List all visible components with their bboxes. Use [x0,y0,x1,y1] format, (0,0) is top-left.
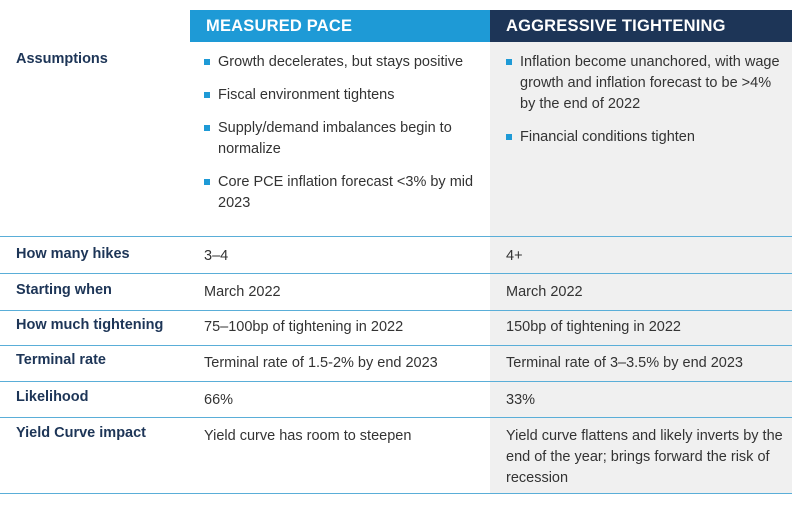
assumptions-aggressive-list: Inflation become unanchored, with wage g… [506,52,786,148]
assumptions-aggressive-cell: Inflation become unanchored, with wage g… [506,52,786,160]
row-assumptions: Assumptions Growth decelerates, but stay… [0,42,792,237]
yield-aggressive-cell: Yield curve flattens and likely inverts … [506,428,783,486]
bullet-square-icon [506,134,512,140]
likelihood-aggressive-cell: 33% [506,392,536,408]
tightening-measured-cell: 75–100bp of tightening in 2022 [204,319,404,335]
bullet-square-icon [204,179,210,185]
list-item: Core PCE inflation forecast <3% by mid 2… [204,172,480,214]
assumptions-measured-list: Growth decelerates, but stays positive F… [204,52,480,214]
terminal-aggressive-cell: Terminal rate of 3–3.5% by end 2023 [506,355,743,371]
list-item: Growth decelerates, but stays positive [204,52,480,73]
row-label-hikes: How many hikes [16,246,130,262]
starting-measured-cell: March 2022 [204,284,281,300]
hikes-aggressive-cell: 4+ [506,248,523,264]
bullet-square-icon [204,59,210,65]
measured-column-background [190,42,490,494]
row-label-likelihood: Likelihood [16,389,89,405]
row-label-assumptions: Assumptions [16,51,108,67]
bullet-square-icon [204,92,210,98]
row-starting-when: Starting when March 2022 March 2022 [0,274,792,311]
row-label-starting: Starting when [16,282,112,298]
assumptions-measured-cell: Growth decelerates, but stays positive F… [204,52,480,226]
row-terminal-rate: Terminal rate Terminal rate of 1.5-2% by… [0,346,792,382]
bullet-square-icon [506,59,512,65]
row-yield-curve-impact: Yield Curve impact Yield curve has room … [0,418,792,494]
starting-aggressive-cell: March 2022 [506,284,583,300]
list-item: Fiscal environment tightens [204,85,480,106]
row-likelihood: Likelihood 66% 33% [0,382,792,418]
aggressive-tightening-header: AGGRESSIVE TIGHTENING [490,10,792,42]
list-item: Inflation become unanchored, with wage g… [506,52,786,115]
row-label-yield: Yield Curve impact [16,425,147,441]
aggressive-column-background [490,42,792,494]
yield-measured-cell: Yield curve has room to steepen [204,428,412,444]
row-how-many-hikes: How many hikes 3–4 4+ [0,237,792,274]
list-item: Financial conditions tighten [506,127,786,148]
row-label-tightening: How much tightening [16,317,164,333]
row-label-terminal: Terminal rate [16,352,106,368]
tightening-aggressive-cell: 150bp of tightening in 2022 [506,319,681,335]
measured-pace-header: MEASURED PACE [190,10,490,42]
bullet-square-icon [204,125,210,131]
list-item: Supply/demand imbalances begin to normal… [204,118,480,160]
row-how-much-tightening: How much tightening 75–100bp of tighteni… [0,311,792,346]
terminal-measured-cell: Terminal rate of 1.5-2% by end 2023 [204,355,438,371]
likelihood-measured-cell: 66% [204,392,234,408]
hikes-measured-cell: 3–4 [204,248,229,264]
